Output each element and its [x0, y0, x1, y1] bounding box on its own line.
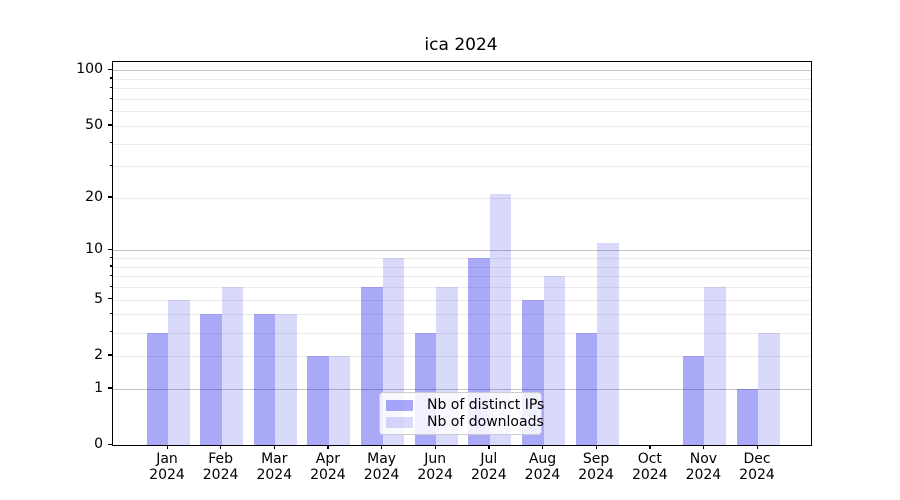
bar-downloads-mar: [275, 314, 297, 445]
y-tick-mark-minor-7: [109, 274, 112, 277]
y-tick-label-50: 50: [85, 116, 103, 133]
y-tick-mark-minor-3: [109, 331, 112, 333]
y-tick-mark-2: [108, 354, 112, 356]
bar-ips-mar: [253, 314, 276, 445]
y-tick-label-100: 100: [76, 61, 103, 78]
bar-downloads-feb: [221, 287, 244, 445]
x-tick-mark-jan: [166, 445, 168, 449]
bar-downloads-dec: [758, 332, 780, 445]
x-tick-label-sep: Sep 2024: [578, 451, 614, 483]
x-tick-mark-may: [381, 445, 383, 449]
gridline-minor-4: [113, 314, 811, 316]
gridline-minor-9: [113, 258, 811, 260]
y-tick-mark-10: [108, 248, 112, 251]
bar-downloads-nov: [704, 287, 726, 445]
y-tick-mark-minor-70: [109, 97, 112, 99]
y-tick-label-10: 10: [85, 241, 103, 258]
gridline-minor-70: [113, 99, 811, 100]
x-tick-label-jun: Jun 2024: [417, 451, 453, 483]
y-tick-label-5: 5: [94, 290, 103, 307]
gridline-minor-80: [113, 88, 811, 90]
gridline-minor-8: [113, 266, 811, 268]
y-tick-mark-5: [108, 298, 112, 300]
y-tick-mark-minor-90: [109, 77, 112, 79]
y-tick-mark-minor-30: [109, 164, 112, 167]
x-tick-mark-jul: [488, 445, 490, 449]
y-tick-mark-100: [108, 68, 112, 71]
legend-label-distinct-ips: Nb of distinct IPs: [427, 397, 545, 413]
y-tick-label-0: 0: [94, 436, 103, 452]
bar-downloads-jan: [168, 299, 190, 445]
bar-ips-apr: [307, 355, 329, 445]
legend-swatch-downloads: [386, 417, 413, 428]
y-tick-mark-minor-40: [109, 142, 112, 144]
y-tick-label-1: 1: [94, 379, 103, 396]
legend: Nb of distinct IPs Nb of downloads: [379, 392, 544, 435]
gridline-minor-30: [113, 166, 811, 168]
y-tick-mark-1: [108, 387, 112, 389]
y-tick-mark-minor-6: [109, 285, 112, 287]
gridline-minor-90: [113, 78, 811, 80]
x-tick-mark-oct: [649, 445, 651, 449]
bar-ips-dec: [736, 388, 758, 445]
y-tick-mark-minor-80: [109, 86, 112, 89]
legend-row-distinct-ips: Nb of distinct IPs: [386, 397, 544, 414]
gridline-minor-50: [113, 125, 811, 127]
gridline-minor-7: [113, 276, 811, 278]
gridline-minor-2: [113, 355, 811, 357]
y-tick-mark-50: [108, 124, 112, 126]
x-tick-mark-aug: [542, 445, 544, 449]
legend-row-downloads: Nb of downloads: [386, 414, 544, 431]
gridline-minor-60: [113, 111, 811, 113]
x-tick-label-feb: Feb 2024: [202, 451, 239, 483]
x-tick-mark-dec: [756, 445, 758, 449]
x-tick-label-may: May 2024: [363, 451, 400, 483]
x-tick-label-jul: Jul 2024: [470, 451, 507, 483]
gridline-major-100: [113, 70, 811, 72]
bar-ips-may: [361, 287, 383, 445]
x-tick-mark-feb: [220, 445, 222, 449]
bar-downloads-apr: [328, 355, 351, 445]
bar-ips-nov: [682, 355, 705, 445]
x-tick-mark-mar: [273, 445, 276, 449]
y-tick-mark-minor-60: [109, 109, 112, 112]
gridline-minor-3: [113, 332, 811, 334]
x-tick-label-mar: Mar 2024: [256, 451, 293, 483]
bar-downloads-sep: [597, 243, 619, 445]
y-tick-mark-0: [108, 443, 112, 445]
x-tick-label-jan: Jan 2024: [149, 451, 185, 483]
x-tick-mark-apr: [327, 445, 329, 449]
y-tick-mark-minor-8: [109, 265, 112, 267]
gridline-major-10: [113, 250, 811, 252]
x-tick-label-oct: Oct 2024: [631, 451, 668, 483]
gridline-minor-5: [113, 299, 811, 301]
chart-title: ica 2024: [424, 35, 498, 55]
x-tick-label-apr: Apr 2024: [310, 451, 346, 483]
y-tick-mark-20: [108, 196, 112, 198]
x-tick-mark-sep: [595, 445, 597, 449]
gridline-minor-40: [113, 143, 811, 145]
bar-downloads-jul: [489, 194, 512, 445]
y-tick-mark-minor-9: [109, 256, 112, 258]
y-tick-mark-minor-4: [109, 312, 112, 315]
gridline-major-1: [113, 388, 811, 390]
bar-downloads-aug: [543, 276, 565, 445]
x-tick-mark-jun: [434, 445, 437, 449]
x-tick-label-nov: Nov 2024: [685, 451, 722, 483]
bar-ips-feb: [200, 314, 222, 445]
y-tick-label-20: 20: [85, 188, 103, 205]
x-tick-mark-nov: [702, 445, 705, 449]
legend-label-downloads: Nb of downloads: [427, 414, 544, 430]
bar-ips-jan: [146, 332, 168, 445]
y-tick-label-2: 2: [94, 346, 103, 363]
gridline-minor-20: [113, 197, 811, 199]
legend-swatch-distinct-ips: [386, 400, 413, 411]
x-tick-label-aug: Aug 2024: [524, 451, 561, 483]
x-tick-label-dec: Dec 2024: [739, 451, 775, 483]
plot-area: [112, 61, 812, 446]
bar-ips-sep: [575, 332, 598, 445]
gridline-minor-6: [113, 287, 811, 289]
